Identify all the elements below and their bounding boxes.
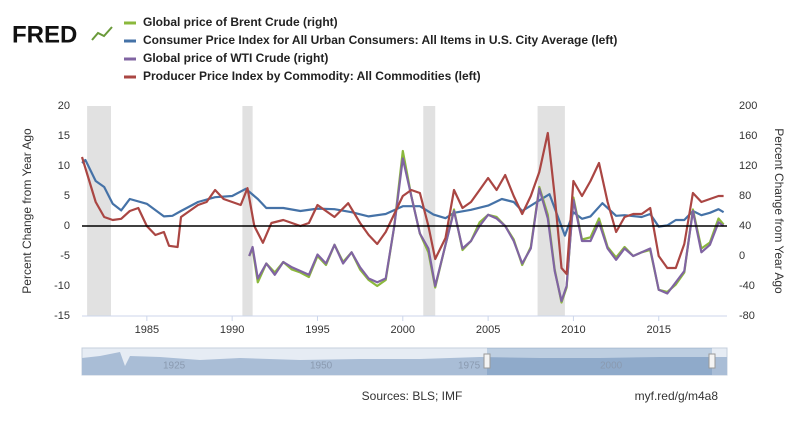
recession-band: [242, 106, 253, 316]
navigator-handle[interactable]: [483, 353, 491, 369]
recession-band: [537, 106, 565, 316]
navigator-selection[interactable]: [487, 348, 712, 375]
x-tick-label: 2010: [561, 324, 585, 336]
y2-tick-label: -40: [739, 280, 755, 292]
y2-tick-label: 40: [739, 220, 751, 232]
navigator-handle[interactable]: [708, 353, 716, 369]
recession-band: [87, 106, 112, 316]
legend-label[interactable]: Global price of WTI Crude (right): [143, 51, 328, 65]
x-tick-label: 1985: [135, 324, 159, 336]
x-tick-label: 1990: [220, 324, 244, 336]
y2-tick-label: 120: [739, 160, 757, 172]
navigator-area: [82, 352, 727, 375]
series-line: [248, 157, 725, 303]
y2-tick-label: 200: [739, 100, 757, 112]
y-tick-label: 15: [58, 130, 70, 142]
legend-label[interactable]: Producer Price Index by Commodity: All C…: [143, 69, 481, 83]
navigator-label: 1950: [310, 361, 333, 372]
y2-tick-label: 160: [739, 130, 757, 142]
logo-icon: [91, 26, 113, 41]
link[interactable]: myf.red/g/m4a8: [635, 389, 719, 403]
x-tick-label: 1995: [305, 324, 329, 336]
y-axis-label: Percent Change from Year Ago: [20, 128, 34, 294]
y-tick-label: 10: [58, 160, 70, 172]
x-tick-label: 2005: [476, 324, 500, 336]
legend-label[interactable]: Consumer Price Index for All Urban Consu…: [143, 33, 617, 47]
navigator-label: 1975: [458, 361, 481, 372]
y-tick-label: -10: [54, 280, 70, 292]
x-tick-label: 2015: [647, 324, 671, 336]
y-tick-label: 5: [64, 190, 70, 202]
y2-tick-label: 0: [739, 250, 745, 262]
y-tick-label: 0: [64, 220, 70, 232]
y-tick-label: -5: [60, 250, 70, 262]
sources: Sources: BLS; IMF: [362, 389, 463, 403]
legend-label[interactable]: Global price of Brent Crude (right): [143, 15, 338, 29]
series-line: [80, 131, 724, 276]
x-tick-label: 2000: [391, 324, 415, 336]
y2-axis-label: Percent Change from Year Ago: [772, 128, 786, 294]
y2-tick-label: 80: [739, 190, 751, 202]
y-tick-label: 20: [58, 100, 70, 112]
navigator-label: 1925: [163, 361, 186, 372]
y2-tick-label: -80: [739, 310, 755, 322]
y-tick-label: -15: [54, 310, 70, 322]
navigator-label: 2000: [600, 361, 623, 372]
logo: FRED: [12, 21, 77, 48]
